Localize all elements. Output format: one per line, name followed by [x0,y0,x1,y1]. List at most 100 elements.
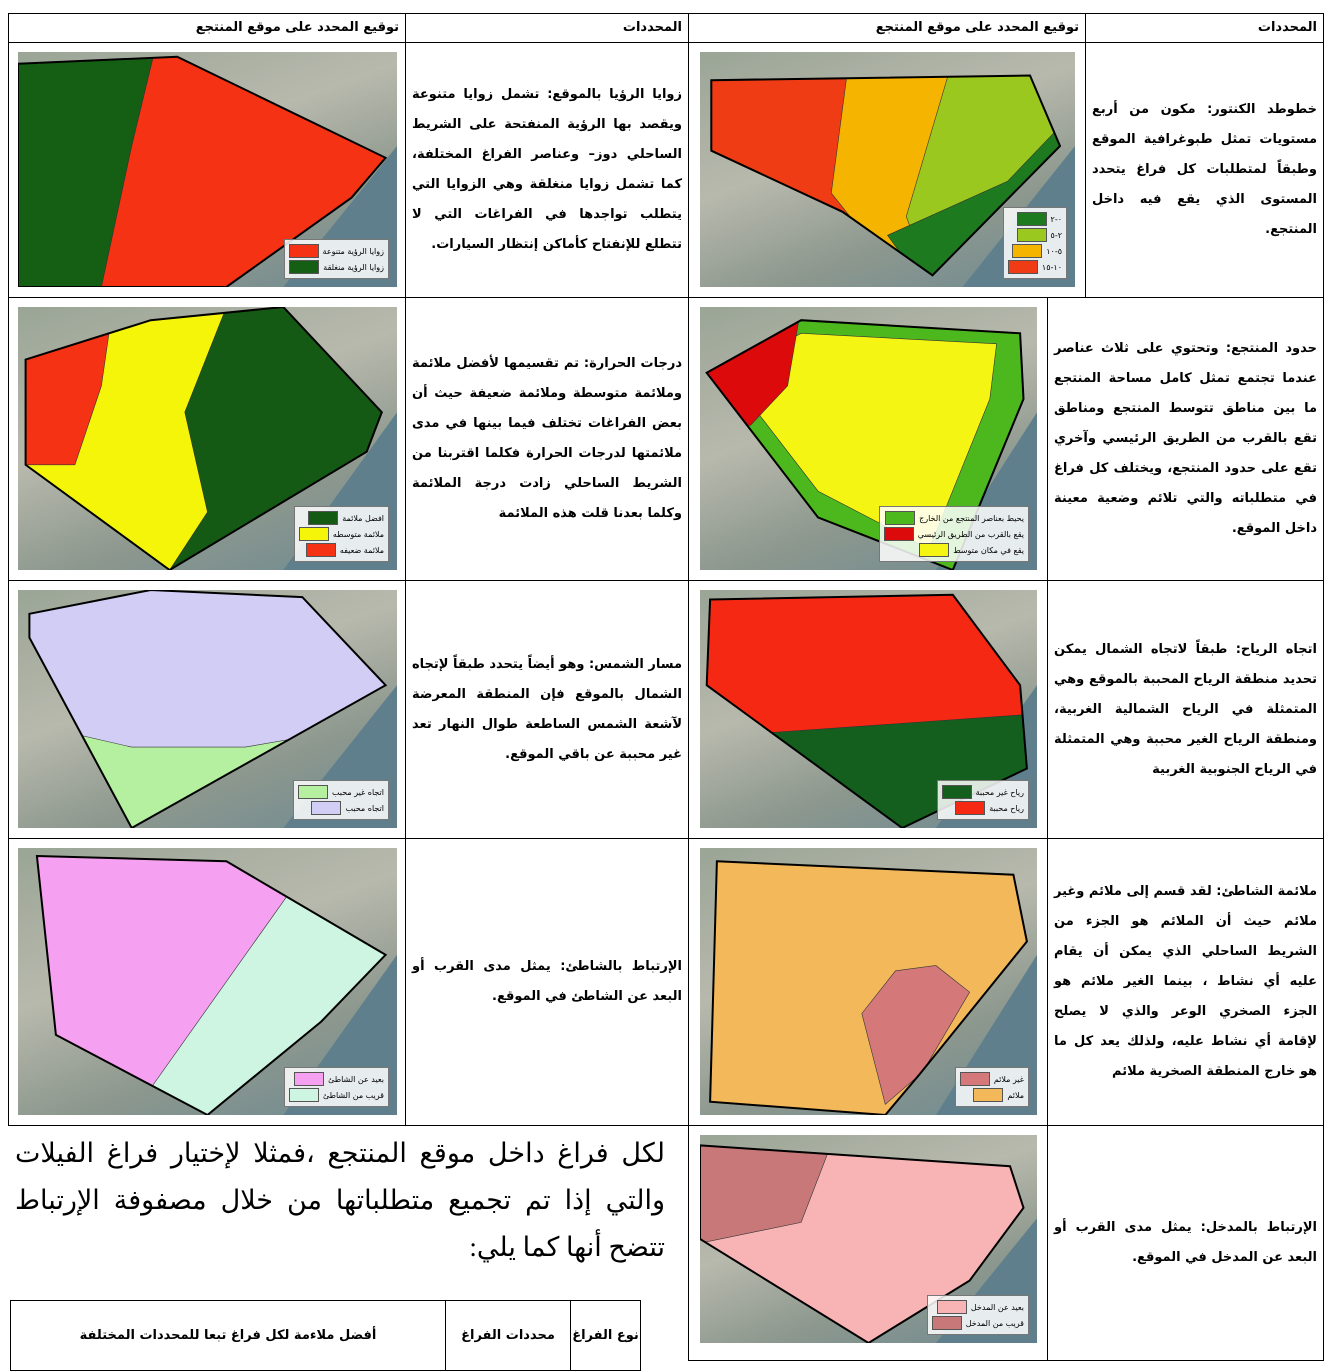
legend-label: ٢-٥ [1051,231,1062,240]
legend-label: افضل ملائمة [342,514,384,523]
legend-swatch [289,1088,319,1102]
legend-swatch [1017,228,1047,242]
header-cell: توقيع المحدد على موقع المنتجع [688,13,1086,43]
legend-label: ٠-٢ [1051,215,1062,224]
text: ملائمة الشاطئ: لقد قسم إلى ملائم وغير مل… [1054,877,1317,1087]
legend-swatch [937,1300,967,1314]
legend-item: قريب من الشاطئ [289,1087,384,1103]
legend-label: غير ملائم [994,1075,1024,1084]
criteria-text: ملائمة الشاطئ: لقد قسم إلى ملائم وغير مل… [1047,838,1324,1126]
legend-swatch [932,1316,962,1330]
legend-swatch [289,260,319,274]
criteria-text: خطوطد الكنتور: مكون من أربع مستويات تمثل… [1085,42,1324,298]
legend-item: ملائمة ضعيفه [299,542,384,558]
legend-swatch [298,785,328,799]
legend: اتجاه غير محبب اتجاه محبب [293,780,389,820]
legend-swatch [884,527,914,541]
legend: زوايا الرؤية متنوعة زوايا الرؤية منغلقة [284,239,389,279]
legend: بعيد عن الشاطئ قريب من الشاطئ [284,1067,389,1107]
legend-swatch [885,511,915,525]
legend-item: بعيد عن المدخل [932,1299,1024,1315]
legend-label: اتجاه محبب [345,804,384,813]
legend-swatch [294,1072,324,1086]
criteria-text: درجات الحرارة: تم تقسيمها لأفضل ملائمة و… [405,297,689,581]
header-cell: توقيع المحدد على موقع المنتجع [8,13,406,43]
legend-item: رياح غير محببة [942,784,1024,800]
legend-label: ملائم [1007,1091,1024,1100]
table-header-cell: محددات الفراغ [445,1300,571,1371]
criteria-text: مسار الشمس: وهو أيضاً يتحدد طبقاً لإتجاه… [405,580,689,839]
legend-label: زوايا الرؤية متنوعة [323,247,384,256]
legend-label: رياح محببة [989,804,1024,813]
legend: غير ملائم ملائم [955,1067,1029,1107]
legend-item: ملائمة متوسطه [299,526,384,542]
text: خطوطد الكنتور: مكون من أربع مستويات تمثل… [1092,95,1317,245]
map-image: افضل ملائمة ملائمة متوسطه ملائمة ضعيفه [18,307,397,570]
legend-swatch [960,1072,990,1086]
legend-item: غير ملائم [960,1071,1024,1087]
legend-label: قريب من الشاطئ [323,1091,384,1100]
legend-item: قريب من المدخل [932,1315,1024,1331]
criteria-text: حدود المنتجع: وتحتوي على ثلاث عناصر عندم… [1047,297,1324,581]
text: زوايا الرؤيا بالموقع: تشمل زوايا متنوعة … [412,80,682,260]
legend-item: اتجاه غير محبب [298,784,384,800]
legend-swatch [299,527,329,541]
legend: ٠-٢ ٢-٥ ٥-١٠ ١٠-١٥ [1003,207,1067,279]
legend: يحيط بعناصر المنتجع من الخارج يقع بالقرب … [879,506,1029,562]
map-image: بعيد عن الشاطئ قريب من الشاطئ [18,848,397,1115]
text: الإرتباط بالشاطئ: يمثل مدى القرب أو البع… [412,952,682,1012]
legend-label: رياح غير محببة [976,788,1024,797]
legend-swatch [942,785,972,799]
map-image: غير ملائم ملائم [700,848,1037,1115]
legend-label: بعيد عن الشاطئ [328,1075,384,1084]
text: الإرتباط بالمدخل: يمثل مدى القرب أو البع… [1054,1213,1317,1273]
text: درجات الحرارة: تم تقسيمها لأفضل ملائمة و… [412,349,682,529]
legend-item: اتجاه محبب [298,800,384,816]
legend-item: زوايا الرؤية متنوعة [289,243,384,259]
criteria-text: زوايا الرؤيا بالموقع: تشمل زوايا متنوعة … [405,42,689,298]
criteria-text: الإرتباط بالشاطئ: يمثل مدى القرب أو البع… [405,838,689,1126]
legend-item: زوايا الرؤية منغلقة [289,259,384,275]
legend-swatch [289,244,319,258]
legend-swatch [1008,260,1038,274]
legend-swatch [1017,212,1047,226]
legend-swatch [973,1088,1003,1102]
header-cell: المحددات [1085,13,1324,43]
legend-item: يحيط بعناصر المنتجع من الخارج [884,510,1024,526]
legend: افضل ملائمة ملائمة متوسطه ملائمة ضعيفه [294,506,389,562]
legend-swatch [955,801,985,815]
legend-item: ٢-٥ [1008,227,1062,243]
map-image: زوايا الرؤية متنوعة زوايا الرؤية منغلقة [18,52,397,287]
map-image: يحيط بعناصر المنتجع من الخارج يقع بالقرب … [700,307,1037,570]
legend-item: ٠-٢ [1008,211,1062,227]
legend-item: ٥-١٠ [1008,243,1062,259]
map-image: ٠-٢ ٢-٥ ٥-١٠ ١٠-١٥ [700,52,1075,287]
legend-label: ملائمة ضعيفه [340,546,384,555]
legend-swatch [311,801,341,815]
legend: بعيد عن المدخل قريب من المدخل [927,1295,1029,1335]
legend-label: ٥-١٠ [1046,247,1062,256]
legend-item: رياح محببة [942,800,1024,816]
legend-item: افضل ملائمة [299,510,384,526]
legend-label: يقع بالقرب من الطريق الرئيسي [918,530,1024,539]
header-cell: المحددات [405,13,689,43]
page: { "header": { "right_criteria": "المحددا… [0,0,1331,1353]
criteria-text: الإرتباط بالمدخل: يمثل مدى القرب أو البع… [1047,1125,1324,1361]
legend-item: ١٠-١٥ [1008,259,1062,275]
map-image: بعيد عن المدخل قريب من المدخل [700,1135,1037,1343]
criteria-text: اتجاه الرياح: طبقاً لاتجاه الشمال يمكن ت… [1047,580,1324,839]
legend-item: يقع في مكان متوسط [884,542,1024,558]
legend-label: ١٠-١٥ [1042,263,1062,272]
paragraph: لكل فراغ داخل موقع المنتجع ،فمثلا لإختيا… [15,1130,665,1271]
legend-item: يقع بالقرب من الطريق الرئيسي [884,526,1024,542]
legend: رياح غير محببة رياح محببة [937,780,1029,820]
map-image: اتجاه غير محبب اتجاه محبب [18,590,397,828]
legend-swatch [919,543,949,557]
legend-item: بعيد عن الشاطئ [289,1071,384,1087]
map-image: رياح غير محببة رياح محببة [700,590,1037,828]
legend-label: يحيط بعناصر المنتجع من الخارج [919,514,1024,523]
legend-label: اتجاه غير محبب [332,788,384,797]
legend-swatch [1012,244,1042,258]
text: مسار الشمس: وهو أيضاً يتحدد طبقاً لإتجاه… [412,650,682,770]
legend-label: قريب من المدخل [966,1319,1024,1328]
